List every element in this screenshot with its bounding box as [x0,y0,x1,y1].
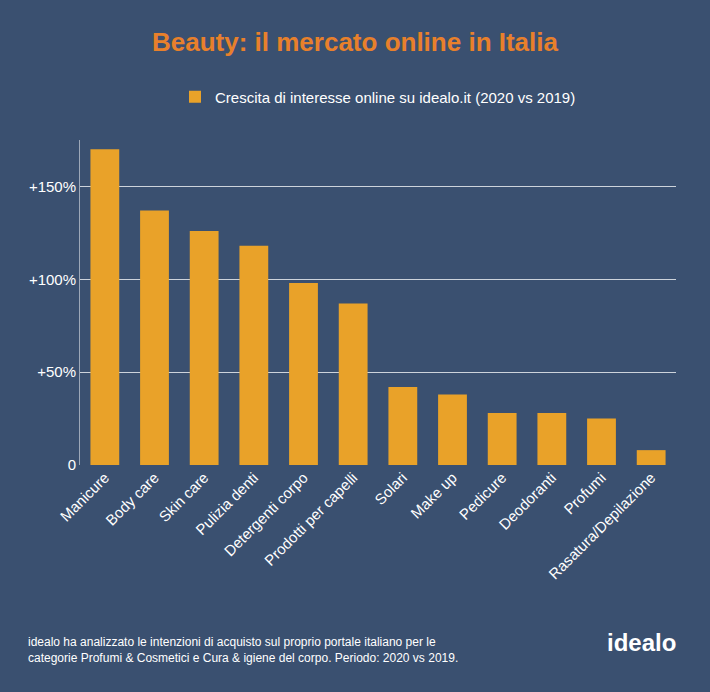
svg-text:Beauty: il mercato online in I: Beauty: il mercato online in Italia [152,27,559,57]
svg-text:idealo ha analizzato le intenz: idealo ha analizzato le intenzioni di ac… [28,635,458,665]
svg-text:Make up: Make up [407,469,460,522]
svg-text:idealo: idealo [607,629,676,656]
svg-text:Rasatura/Depilazione: Rasatura/Depilazione [545,469,658,582]
svg-text:Deodoranti: Deodoranti [495,469,559,533]
svg-text:Pulizia denti: Pulizia denti [192,469,261,538]
svg-text:Skin care: Skin care [155,469,211,525]
svg-text:Body care: Body care [102,469,162,529]
svg-text:Prodotti per capelli: Prodotti per capelli [261,469,361,569]
svg-text:Detergenti corpo: Detergenti corpo [220,469,310,559]
svg-text:Manicure: Manicure [57,469,113,525]
svg-text:0: 0 [68,456,76,473]
svg-text:+50%: +50% [37,363,76,380]
svg-text:Profumi: Profumi [560,469,609,518]
svg-text:Crescita di interesse online s: Crescita di interesse online su idealo.i… [215,89,575,106]
svg-text:+150%: +150% [29,178,76,195]
svg-text:Pedicure: Pedicure [456,469,510,523]
svg-text:+100%: +100% [29,271,76,288]
svg-text:Solari: Solari [371,469,410,508]
